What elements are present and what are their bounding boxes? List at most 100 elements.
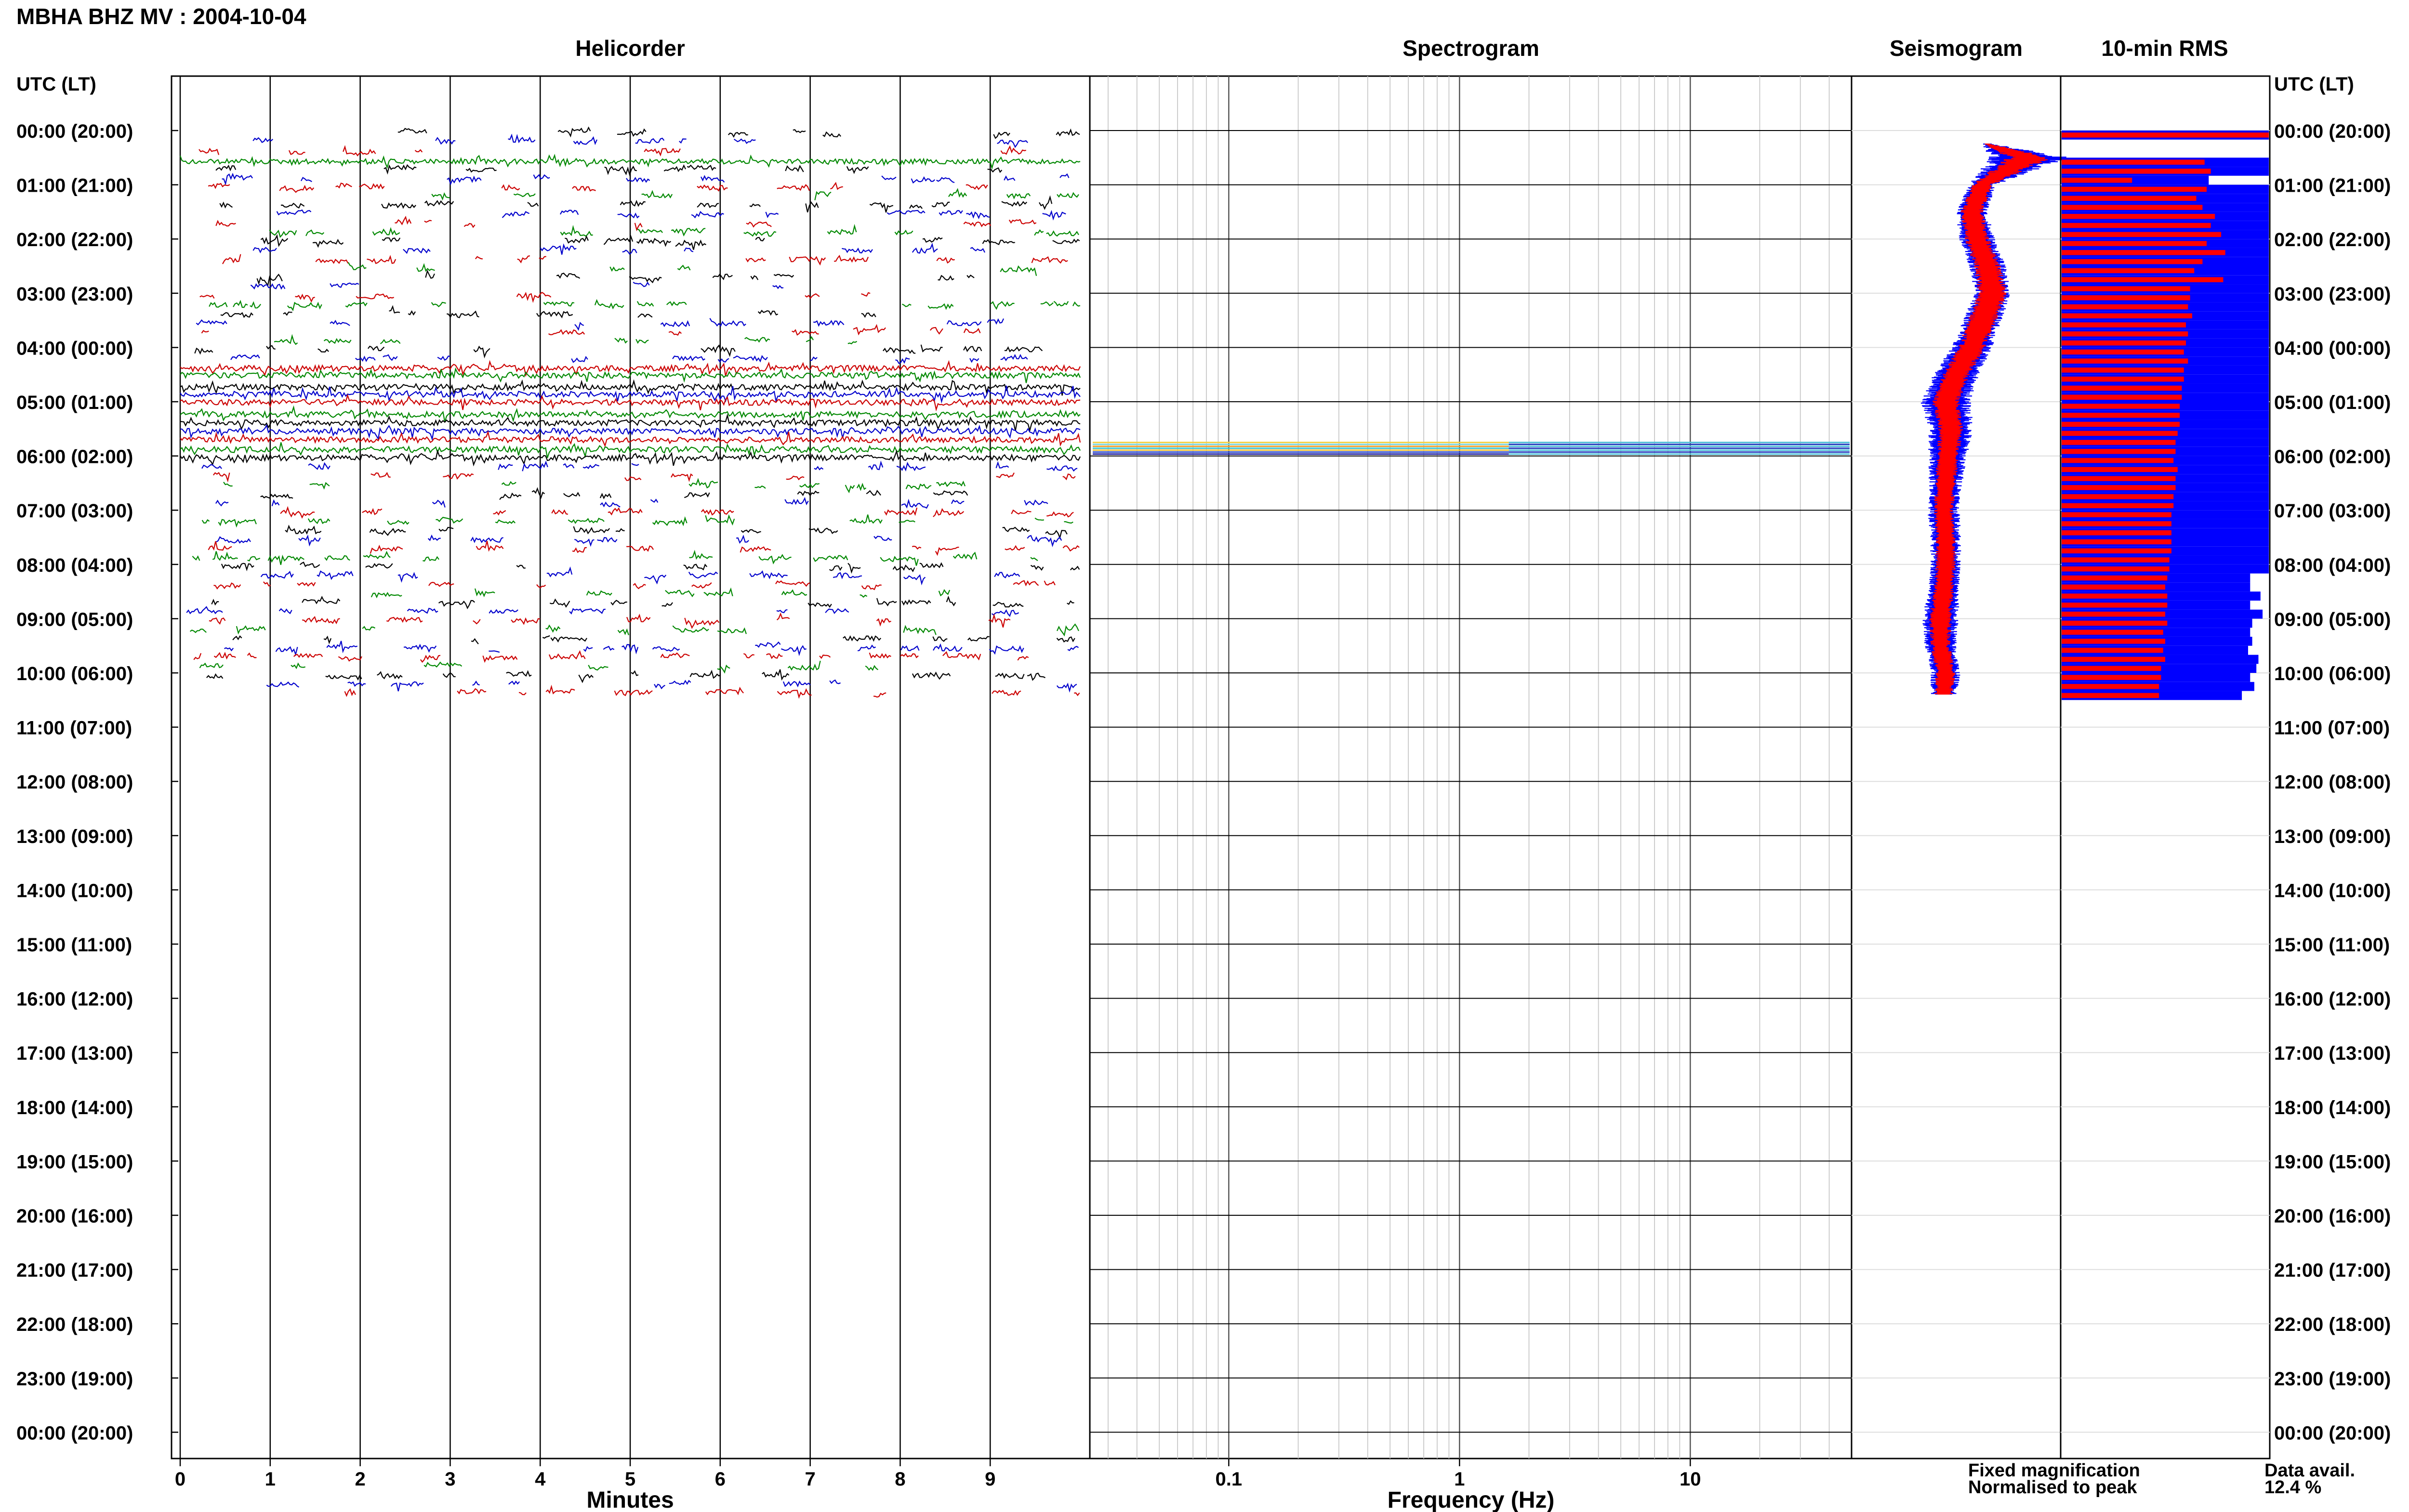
time-label-right: 16:00 (12:00)	[2274, 989, 2391, 1010]
helicorder-trace	[1044, 580, 1056, 586]
helicorder-trace	[1046, 230, 1079, 237]
helicorder-trace	[180, 413, 1081, 433]
rms-normalised-bar	[2062, 657, 2165, 662]
helicorder-trace	[266, 681, 300, 688]
time-label-left: 02:00 (22:00)	[16, 229, 133, 250]
helicorder-trace	[617, 628, 629, 635]
helicorder-trace	[335, 183, 352, 189]
helicorder-trace	[901, 303, 912, 307]
helicorder-trace	[603, 235, 634, 245]
time-label-right: 19:00 (15:00)	[2274, 1151, 2391, 1172]
helicorder-trace	[560, 225, 593, 237]
rms-normalised-bar	[2062, 530, 2171, 536]
helicorder-trace	[997, 139, 1028, 148]
time-label-left: 14:00 (10:00)	[16, 880, 133, 901]
helicorder-trace	[380, 339, 401, 344]
helicorder-trace	[247, 652, 257, 658]
helicorder-trace	[951, 499, 965, 504]
helicorder-trace	[318, 348, 329, 353]
helicorder-trace	[762, 669, 790, 681]
helicorder-trace	[705, 686, 744, 696]
helicorder-trace	[966, 184, 988, 190]
helicorder-trace	[1030, 557, 1038, 561]
helicorder-trace	[563, 492, 581, 498]
helicorder-trace	[701, 344, 736, 357]
bottom-axes: 0 1 2 3 4 5 6 7 8 9 0.1 1 10	[175, 1459, 1701, 1490]
helicorder-trace	[813, 555, 848, 562]
time-label-right: 02:00 (22:00)	[2274, 229, 2391, 250]
time-label-left: 01:00 (21:00)	[16, 175, 133, 197]
helicorder-trace	[842, 248, 873, 254]
helicorder-trace	[489, 650, 500, 653]
helicorder-trace	[903, 574, 926, 586]
helicorder-trace	[773, 274, 794, 278]
time-label-right: 07:00 (03:00)	[2274, 500, 2391, 522]
helicorder-trace	[813, 320, 845, 327]
helicorder-trace	[317, 570, 354, 580]
helicorder-trace	[912, 545, 922, 550]
rms-normalised-bar	[2062, 322, 2186, 328]
helicorder-trace	[830, 182, 843, 190]
helicorder-trace	[671, 228, 706, 237]
helicorder-trace	[578, 674, 594, 684]
time-label-left: 18:00 (14:00)	[16, 1097, 133, 1118]
helicorder-trace	[911, 176, 935, 184]
time-label-right: 13:00 (09:00)	[2274, 826, 2391, 847]
spectrogram-panel-title: Spectrogram	[1403, 36, 1539, 61]
helicorder-trace	[933, 490, 968, 496]
helicorder-trace	[757, 310, 779, 316]
minutes-tick-label: 6	[715, 1469, 726, 1490]
helicorder-trace	[849, 514, 883, 524]
helicorder-trace	[631, 670, 639, 676]
helicorder-trace	[712, 273, 733, 280]
time-label-right: 15:00 (11:00)	[2274, 934, 2390, 956]
helicorder-trace	[991, 609, 1019, 617]
helicorder-trace	[1040, 301, 1054, 306]
rms-normalised-bar	[2062, 693, 2159, 698]
rms-normalised-bar	[2062, 232, 2222, 237]
helicorder-trace	[822, 131, 841, 138]
rms-normalised-bar	[2062, 503, 2174, 509]
helicorder-trace	[678, 138, 687, 144]
helicorder-trace	[901, 499, 929, 509]
helicorder-trace	[1056, 128, 1080, 137]
time-label-right: 20:00 (16:00)	[2274, 1206, 2391, 1227]
helicorder-trace	[687, 164, 716, 171]
helicorder-trace	[180, 442, 1081, 459]
helicorder-trace	[1062, 473, 1076, 481]
helicorder-trace	[717, 358, 729, 363]
helicorder-trace	[1004, 346, 1043, 353]
helicorder-trace	[799, 483, 820, 488]
helicorder-trace	[516, 565, 526, 569]
helicorder-trace	[1057, 192, 1079, 198]
left-axis-header: UTC (LT)	[16, 74, 96, 95]
helicorder-trace	[1031, 256, 1068, 264]
rms-normalised-bar	[2062, 630, 2163, 635]
helicorder-trace	[637, 228, 663, 234]
helicorder-trace	[476, 540, 504, 552]
helicorder-trace	[861, 292, 871, 297]
minutes-tick-label: 2	[355, 1469, 365, 1490]
helicorder-trace	[894, 229, 913, 236]
helicorder-trace	[424, 220, 432, 223]
helicorder-trace	[300, 177, 312, 183]
rms-normalised-bar	[2062, 675, 2161, 680]
helicorder-trace	[987, 167, 1003, 173]
helicorder-trace	[431, 192, 450, 201]
helicorder-trace	[636, 301, 654, 307]
helicorder-trace	[755, 641, 781, 648]
helicorder-trace	[179, 154, 1081, 170]
helicorder-trace	[527, 202, 539, 207]
helicorder-trace	[610, 600, 627, 606]
helicorder-trace	[280, 506, 315, 519]
helicorder-trace	[414, 149, 423, 153]
helicorder-trace	[559, 210, 579, 215]
helicorder-trace	[315, 258, 349, 264]
helicorder-trace	[435, 137, 456, 145]
helicorder-trace	[829, 565, 843, 571]
rms-normalised-bar	[2062, 557, 2170, 563]
time-label-left: 03:00 (23:00)	[16, 284, 133, 305]
helicorder-trace	[295, 293, 315, 303]
helicorder-trace	[933, 643, 963, 652]
helicorder-trace	[1034, 229, 1044, 236]
